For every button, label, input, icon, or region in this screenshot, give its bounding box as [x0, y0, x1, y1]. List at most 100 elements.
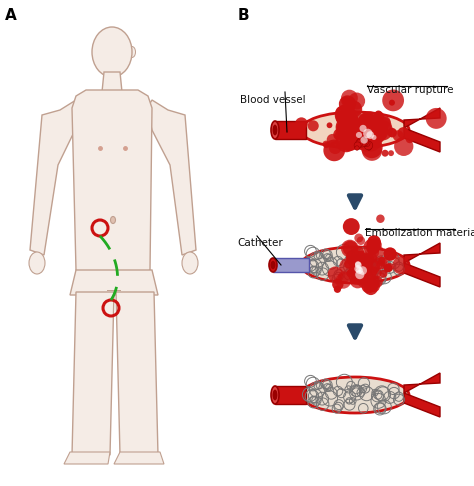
Circle shape: [336, 110, 353, 127]
Circle shape: [352, 261, 362, 272]
Circle shape: [364, 123, 386, 145]
Circle shape: [388, 150, 394, 156]
Ellipse shape: [128, 47, 136, 57]
Ellipse shape: [29, 252, 45, 274]
Circle shape: [357, 137, 366, 147]
Circle shape: [368, 240, 380, 252]
Text: A: A: [5, 8, 17, 23]
Circle shape: [376, 260, 385, 269]
Polygon shape: [114, 452, 164, 464]
Circle shape: [355, 261, 362, 268]
Circle shape: [355, 270, 365, 279]
Circle shape: [341, 89, 358, 106]
Circle shape: [338, 271, 350, 283]
Ellipse shape: [269, 258, 277, 272]
Circle shape: [370, 276, 383, 288]
Circle shape: [374, 110, 383, 118]
Circle shape: [361, 137, 383, 158]
Circle shape: [355, 233, 363, 243]
Circle shape: [367, 235, 381, 249]
Circle shape: [376, 214, 384, 223]
Circle shape: [355, 124, 375, 145]
Circle shape: [406, 135, 414, 143]
Circle shape: [349, 121, 364, 136]
Circle shape: [357, 112, 377, 132]
Circle shape: [371, 126, 383, 138]
Circle shape: [343, 218, 360, 235]
Circle shape: [336, 117, 356, 138]
Ellipse shape: [301, 247, 409, 283]
Circle shape: [351, 276, 358, 284]
Circle shape: [323, 139, 345, 161]
Circle shape: [333, 128, 346, 140]
Circle shape: [295, 117, 308, 130]
Polygon shape: [275, 121, 306, 139]
Circle shape: [345, 110, 364, 129]
Circle shape: [343, 241, 358, 256]
Circle shape: [347, 269, 355, 277]
Circle shape: [336, 273, 351, 289]
Circle shape: [373, 116, 392, 135]
Circle shape: [346, 251, 361, 266]
Circle shape: [360, 253, 374, 267]
Circle shape: [341, 137, 355, 151]
Ellipse shape: [301, 377, 409, 413]
Circle shape: [365, 280, 374, 289]
Circle shape: [356, 132, 362, 138]
Ellipse shape: [182, 252, 198, 274]
Polygon shape: [404, 393, 440, 417]
Circle shape: [366, 240, 380, 254]
Circle shape: [363, 120, 383, 139]
Circle shape: [362, 140, 382, 161]
Circle shape: [387, 128, 397, 138]
Ellipse shape: [271, 121, 279, 139]
Circle shape: [339, 258, 356, 275]
Circle shape: [385, 263, 394, 271]
Circle shape: [348, 140, 356, 148]
Circle shape: [345, 117, 355, 127]
Circle shape: [352, 131, 363, 141]
Circle shape: [353, 128, 374, 150]
Circle shape: [336, 106, 347, 118]
Circle shape: [346, 269, 355, 278]
Circle shape: [334, 132, 341, 139]
Polygon shape: [70, 270, 158, 295]
Circle shape: [364, 134, 371, 141]
Circle shape: [341, 240, 359, 258]
Circle shape: [360, 138, 368, 146]
Circle shape: [364, 274, 380, 291]
Circle shape: [392, 257, 410, 274]
Circle shape: [361, 261, 372, 273]
Circle shape: [383, 263, 392, 272]
Circle shape: [393, 254, 398, 259]
Circle shape: [348, 92, 365, 109]
Circle shape: [383, 247, 397, 261]
Circle shape: [308, 120, 319, 131]
Circle shape: [368, 244, 384, 260]
Circle shape: [353, 266, 365, 278]
Circle shape: [322, 140, 329, 148]
Circle shape: [360, 129, 382, 152]
Circle shape: [350, 114, 358, 122]
Circle shape: [351, 269, 366, 284]
Polygon shape: [404, 263, 440, 287]
Circle shape: [379, 116, 391, 128]
Circle shape: [356, 139, 363, 147]
Circle shape: [344, 108, 351, 116]
Circle shape: [364, 239, 379, 255]
Circle shape: [351, 124, 367, 140]
Circle shape: [356, 237, 365, 245]
Circle shape: [336, 132, 356, 152]
Circle shape: [350, 260, 356, 266]
Circle shape: [332, 278, 344, 290]
Text: B: B: [238, 8, 250, 23]
Circle shape: [397, 127, 409, 139]
Circle shape: [394, 137, 413, 156]
Polygon shape: [404, 243, 440, 263]
Circle shape: [334, 286, 341, 293]
Circle shape: [363, 254, 369, 260]
Circle shape: [328, 266, 343, 282]
Circle shape: [362, 139, 368, 145]
Text: Embolization material: Embolization material: [365, 228, 474, 238]
Circle shape: [340, 131, 359, 151]
